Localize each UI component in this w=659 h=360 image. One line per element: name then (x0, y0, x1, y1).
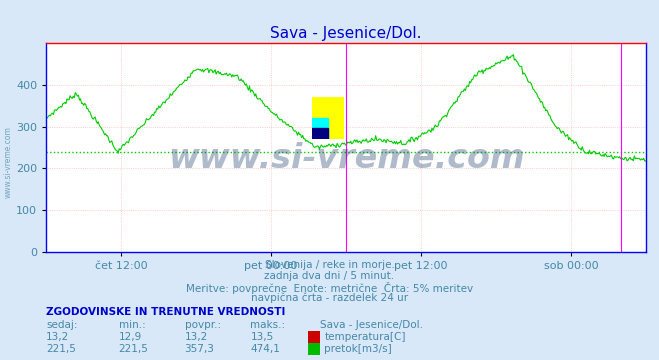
Text: Meritve: povprečne  Enote: metrične  Črta: 5% meritev: Meritve: povprečne Enote: metrične Črta:… (186, 282, 473, 293)
Text: zadnja dva dni / 5 minut.: zadnja dva dni / 5 minut. (264, 271, 395, 281)
Text: 221,5: 221,5 (46, 344, 76, 354)
Text: 357,3: 357,3 (185, 344, 214, 354)
Text: 474,1: 474,1 (250, 344, 280, 354)
Text: navpična črta - razdelek 24 ur: navpična črta - razdelek 24 ur (251, 292, 408, 303)
Text: povpr.:: povpr.: (185, 320, 221, 330)
Text: 221,5: 221,5 (119, 344, 148, 354)
Text: 12,9: 12,9 (119, 332, 142, 342)
Title: Sava - Jesenice/Dol.: Sava - Jesenice/Dol. (270, 26, 422, 41)
Text: 13,2: 13,2 (46, 332, 69, 342)
Text: www.si-vreme.com: www.si-vreme.com (167, 141, 525, 175)
Text: min.:: min.: (119, 320, 146, 330)
Text: pretok[m3/s]: pretok[m3/s] (324, 344, 392, 354)
Bar (312, 128, 328, 139)
Bar (312, 118, 328, 139)
Text: www.si-vreme.com: www.si-vreme.com (3, 126, 13, 198)
Text: 13,5: 13,5 (250, 332, 273, 342)
Text: Sava - Jesenice/Dol.: Sava - Jesenice/Dol. (320, 320, 422, 330)
Text: ZGODOVINSKE IN TRENUTNE VREDNOSTI: ZGODOVINSKE IN TRENUTNE VREDNOSTI (46, 307, 285, 317)
Text: maks.:: maks.: (250, 320, 285, 330)
Text: 13,2: 13,2 (185, 332, 208, 342)
Text: sedaj:: sedaj: (46, 320, 78, 330)
Text: Slovenija / reke in morje.: Slovenija / reke in morje. (264, 260, 395, 270)
Text: temperatura[C]: temperatura[C] (324, 332, 406, 342)
